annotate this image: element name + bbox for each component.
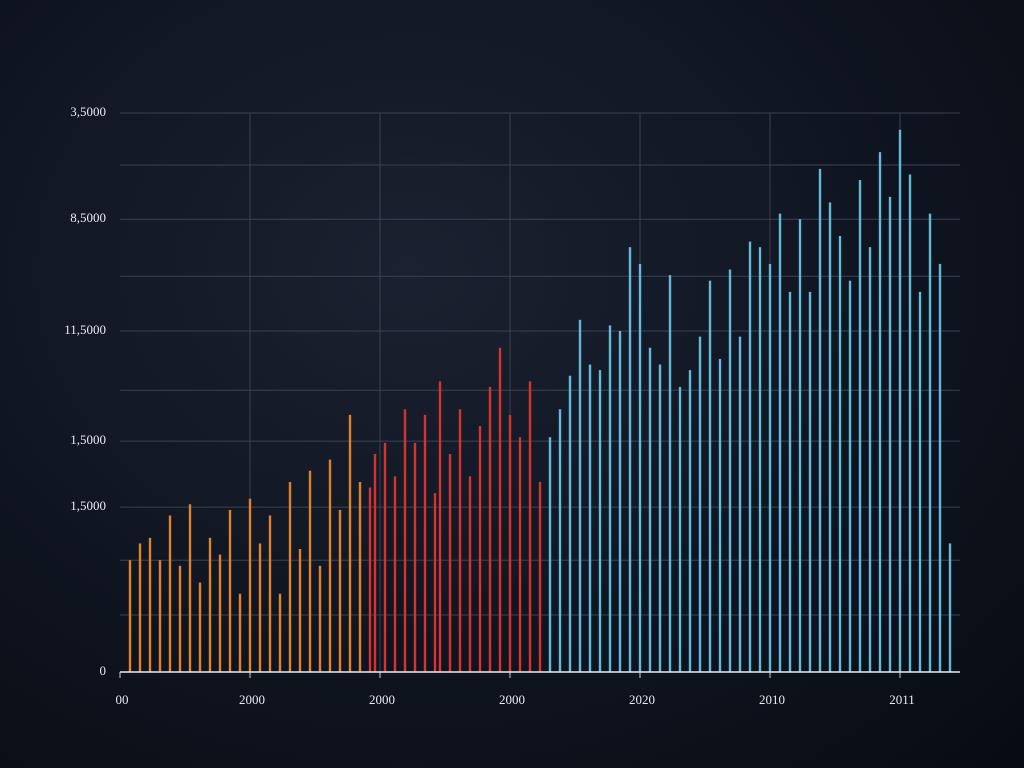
bar [488, 386, 492, 672]
y-tick-label: 8,5000 [70, 210, 106, 225]
bar [158, 560, 162, 672]
bar [298, 549, 302, 672]
bar [328, 459, 332, 672]
bar [548, 437, 552, 672]
bar [308, 470, 312, 672]
bar [738, 336, 742, 672]
bar [568, 375, 572, 672]
bar [798, 219, 802, 672]
bar [788, 291, 792, 672]
bar [148, 537, 152, 672]
y-tick-label: 1,5000 [70, 498, 106, 513]
bar [598, 370, 602, 672]
bar [228, 509, 232, 672]
bar [758, 247, 762, 672]
bar [198, 582, 202, 672]
bar [638, 263, 642, 672]
x-tick-label: 2000 [499, 692, 525, 707]
bar [518, 437, 522, 672]
bar [448, 453, 452, 672]
bar [278, 593, 282, 672]
bar [338, 509, 342, 672]
y-tick-label: 3,5000 [70, 104, 106, 119]
bar [558, 409, 562, 672]
bar [948, 543, 952, 672]
bar [468, 476, 472, 672]
bar [128, 560, 132, 672]
bar [868, 247, 872, 672]
bar [648, 347, 652, 672]
bar [508, 414, 512, 672]
bar [928, 213, 932, 672]
bar [248, 498, 252, 672]
bar [938, 263, 942, 672]
bar [138, 543, 142, 672]
bar [433, 493, 437, 672]
bar [578, 319, 582, 672]
bar [848, 280, 852, 672]
bar [383, 442, 387, 672]
bar [878, 152, 882, 672]
bar [393, 476, 397, 672]
bar [538, 481, 542, 672]
bar [918, 291, 922, 672]
bar [373, 453, 377, 672]
bar [698, 336, 702, 672]
bar [768, 263, 772, 672]
bar [208, 537, 212, 672]
bar [413, 442, 417, 672]
bar [258, 543, 262, 672]
bar [678, 386, 682, 672]
bar [238, 593, 242, 672]
x-tick-label: 2000 [369, 692, 395, 707]
bar [858, 180, 862, 672]
y-tick-label: 0 [100, 663, 107, 678]
bar [728, 269, 732, 672]
bar [368, 487, 372, 672]
bar [888, 196, 892, 672]
bar [438, 381, 442, 672]
bar [898, 129, 902, 672]
y-tick-label: 1,5000 [70, 432, 106, 447]
bar [178, 565, 182, 672]
bar [748, 241, 752, 672]
bar [708, 280, 712, 672]
bar [908, 174, 912, 673]
bar [628, 247, 632, 672]
x-tick-label: 2020 [629, 692, 655, 707]
x-tick-label: 2000 [239, 692, 265, 707]
bar [528, 381, 532, 672]
bar [658, 364, 662, 672]
y-tick-label: 11,5000 [64, 322, 106, 337]
bar [498, 347, 502, 672]
bar [838, 235, 842, 673]
bar [348, 414, 352, 672]
bar [718, 358, 722, 672]
bar [618, 331, 622, 672]
bar [188, 504, 192, 672]
bar [808, 291, 812, 672]
bar [423, 414, 427, 672]
bar [288, 481, 292, 672]
bar [168, 515, 172, 672]
bar [828, 202, 832, 672]
bar [608, 325, 612, 672]
bar [268, 515, 272, 672]
bar [458, 409, 462, 672]
bar [478, 426, 482, 672]
x-tick-label: 00 [116, 692, 129, 707]
bar [218, 554, 222, 672]
bar [318, 565, 322, 672]
bar [778, 213, 782, 672]
bar [668, 275, 672, 672]
x-tick-label: 2010 [759, 692, 785, 707]
bar [403, 409, 407, 672]
bar [588, 364, 592, 672]
bar [688, 370, 692, 672]
bar [818, 168, 822, 672]
bar [358, 481, 362, 672]
x-tick-label: 2011 [889, 692, 915, 707]
